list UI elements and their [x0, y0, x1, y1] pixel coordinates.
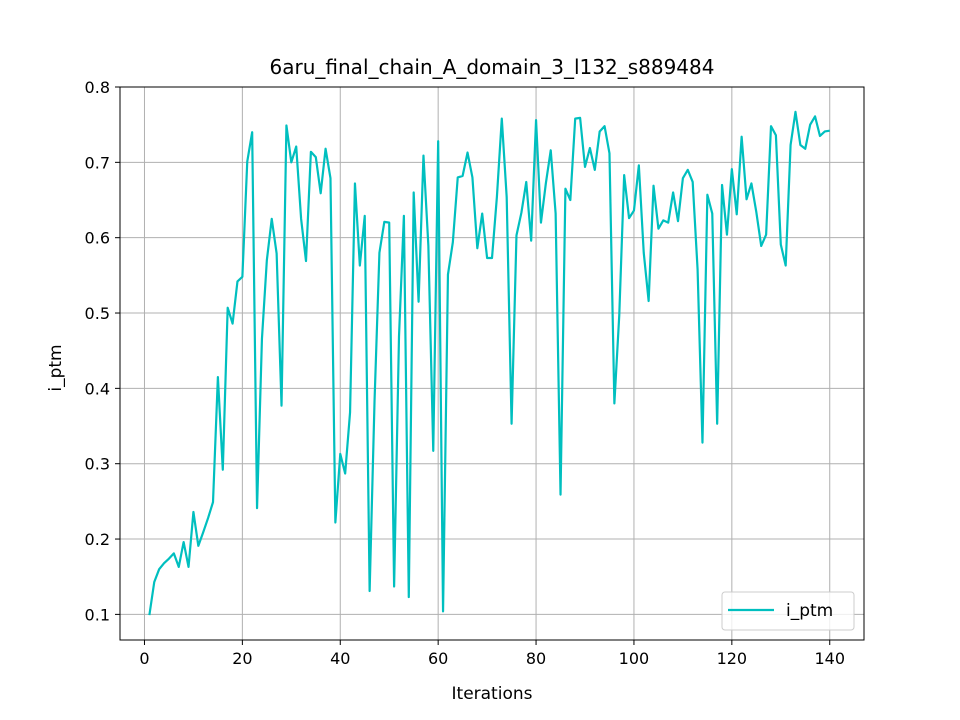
- plot-area: [120, 87, 864, 640]
- y-tick-label: 0.2: [85, 530, 110, 549]
- x-tick-label: 80: [526, 649, 546, 668]
- y-tick-label: 0.7: [85, 153, 110, 172]
- plot-frame: [119, 86, 865, 641]
- x-tick-label: 100: [619, 649, 650, 668]
- y-tick-label: 0.3: [85, 455, 110, 474]
- y-tick-label: 0.6: [85, 229, 110, 248]
- y-tick-label: 0.4: [85, 379, 110, 398]
- chart-title: 6aru_final_chain_A_domain_3_l132_s889484: [270, 55, 715, 79]
- y-tick-label: 0.5: [85, 304, 110, 323]
- x-tick-label: 0: [139, 649, 149, 668]
- legend-label-i_ptm: i_ptm: [786, 601, 833, 621]
- x-axis-label: Iterations: [452, 684, 533, 704]
- y-tick-label: 0.8: [85, 78, 110, 97]
- legend: i_ptm: [721, 591, 855, 631]
- grid-lines: [120, 86, 864, 640]
- y-axis-ticks: 0.1 0.2 0.3 0.4 0.5 0.6 0.7 0.8: [85, 78, 120, 624]
- x-tick-label: 140: [814, 649, 845, 668]
- y-axis-label: i_ptm: [46, 344, 66, 391]
- legend-box: [721, 591, 855, 631]
- y-tick-label: 0.1: [85, 605, 110, 624]
- x-tick-label: 40: [330, 649, 350, 668]
- x-tick-label: 120: [717, 649, 748, 668]
- x-axis-ticks: 0 20 40 60 80 100 120 140: [139, 640, 845, 668]
- series-line-i_ptm: [148, 110, 830, 616]
- series-layer: [148, 110, 830, 616]
- x-tick-label: 60: [428, 649, 448, 668]
- x-tick-label: 20: [232, 649, 252, 668]
